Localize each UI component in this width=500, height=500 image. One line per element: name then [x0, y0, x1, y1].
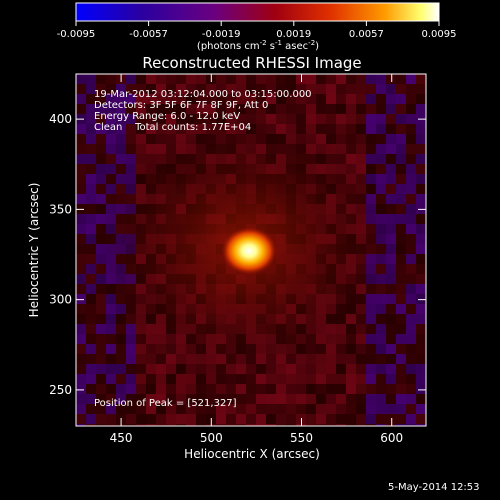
colorbar-tick-label: 0.0095 [422, 29, 457, 40]
y-axis-label: Heliocentric Y (arcsec) [27, 183, 41, 318]
peak-position-label: Position of Peak = [521,327] [94, 398, 237, 409]
colorbar-tick-label: -0.0057 [129, 29, 168, 40]
x-axis-label: Heliocentric X (arcsec) [184, 447, 320, 461]
x-tick-label: 450 [110, 431, 133, 445]
plot-frame [75, 73, 427, 427]
colorbar-tick-label: 0.0019 [276, 29, 311, 40]
colorbar-tick-label: -0.0019 [202, 29, 241, 40]
y-tick-label: 400 [49, 112, 72, 126]
colorbar-gradient [75, 2, 440, 22]
x-tick-label: 600 [380, 431, 403, 445]
emission-peak [221, 226, 278, 275]
colorbar-tick-label: -0.0095 [57, 29, 96, 40]
chart-title: Reconstructed RHESSI Image [142, 54, 361, 72]
colorbar-units: (photons cm-2 s-1 asec-2) [197, 39, 319, 52]
y-tick-label: 350 [49, 202, 72, 216]
x-tick-label: 500 [200, 431, 223, 445]
x-tick-label: 550 [290, 431, 313, 445]
annotation-energy-range: Energy Range: 6.0 - 12.0 keV [94, 111, 241, 122]
timestamp: 5-May-2014 12:53 [388, 482, 480, 493]
annotation-time-range: 19-Mar-2012 03:12:04.000 to 03:15:00.000 [94, 89, 312, 100]
colorbar: -0.0095 -0.0057 -0.0019 0.0019 0.0057 0.0095 … [57, 2, 457, 52]
y-tick-label: 250 [49, 383, 72, 397]
annotation-counts: Clean Total counts: 1.77E+04 [94, 122, 252, 133]
annotation-detectors: Detectors: 3F 5F 6F 7F 8F 9F, Att 0 [94, 100, 269, 111]
y-tick-label: 300 [49, 293, 72, 307]
colorbar-tick-label: 0.0057 [349, 29, 384, 40]
